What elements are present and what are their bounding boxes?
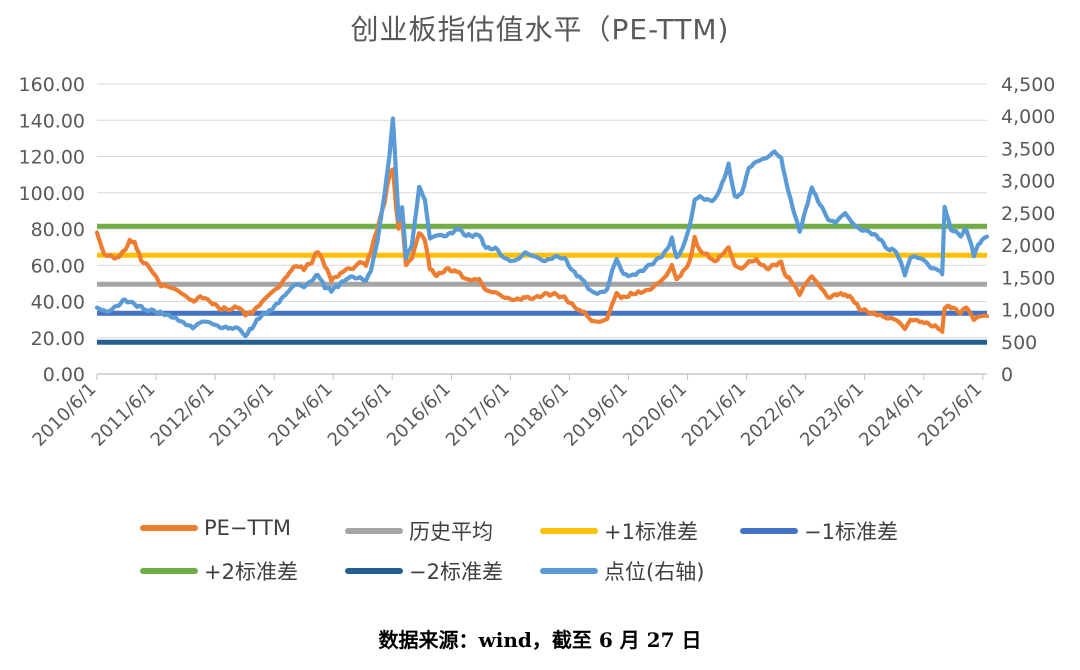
x-tick-label: 2011/6/1 [88,379,160,451]
series-index-line [94,116,990,339]
x-tick-label: 2016/6/1 [383,379,455,451]
x-tick-label: 2013/6/1 [206,379,278,451]
y-left-tick-label: 20.00 [31,328,85,350]
legend-swatch [540,528,598,534]
legend-label: +1标准差 [604,520,698,544]
legend-label: −1标准差 [804,520,898,544]
y-left-tick-label: 80.00 [31,219,85,241]
legend-item: 历史平均 [345,516,493,546]
legend-item: 点位(右轴) [540,556,704,586]
legend-item: −2标准差 [345,556,503,586]
y-right-tick-label: 1,000 [1001,300,1055,322]
y-right-tick-label: 4,500 [1001,74,1055,96]
x-tick-label: 2025/6/1 [914,379,986,451]
legend-swatch [345,568,403,574]
y-right-tick-label: 1,500 [1001,267,1055,289]
x-tick-label: 2014/6/1 [265,379,337,451]
y-right-tick-label: 500 [1001,332,1037,354]
y-right-tick-label: 4,000 [1001,106,1055,128]
x-tick-label: 2015/6/1 [324,379,396,451]
y-right-tick-label: 2,500 [1001,203,1055,225]
legend-label: 历史平均 [409,520,493,544]
x-tick-label: 2022/6/1 [737,379,809,451]
x-tick-label: 2010/6/1 [29,379,101,451]
legend-swatch [140,568,198,574]
series-lines [94,116,990,345]
x-tick-label: 2012/6/1 [147,379,219,451]
x-tick-label: 2020/6/1 [619,379,691,451]
x-tick-label: 2023/6/1 [796,379,868,451]
y-right-tick-label: 3,000 [1001,171,1055,193]
legend-item: PE−TTM [140,516,291,540]
legend-item: +2标准差 [140,556,298,586]
legend-label: PE−TTM [204,516,291,540]
legend-swatch [540,568,598,574]
legend-label: 点位(右轴) [604,560,705,584]
legend-swatch [140,525,198,531]
x-tick-label: 2018/6/1 [501,379,573,451]
series-pe-ttm-line [94,167,990,334]
y-left-tick-label: 40.00 [31,292,85,314]
y-left-tick-label: 60.00 [31,255,85,277]
y-right-tick-label: 3,500 [1001,138,1055,160]
legend-swatch [740,528,798,534]
legend-swatch [345,528,403,534]
legend-item: +1标准差 [540,516,698,546]
x-tick-label: 2021/6/1 [678,379,750,451]
x-tick-label: 2017/6/1 [442,379,514,451]
legend-label: +2标准差 [204,560,298,584]
y-left-tick-label: 0.00 [43,364,85,386]
chart-title: 创业板指估值水平（PE-TTM) [350,13,730,46]
x-tick-label: 2019/6/1 [560,379,632,451]
source-note: 数据来源：wind，截至 6 月 27 日 [378,628,702,652]
y-right-tick-label: 2,000 [1001,235,1055,257]
y-left-tick-label: 140.00 [19,110,85,132]
legend-label: −2标准差 [409,560,503,584]
y-left-tick-label: 100.00 [19,183,85,205]
x-tick-label: 2024/6/1 [855,379,927,451]
legend-item: −1标准差 [740,516,898,546]
y-left-tick-label: 160.00 [19,74,85,96]
gridlines [97,83,987,375]
y-left-tick-label: 120.00 [19,147,85,169]
y-right-tick-label: 0 [1001,364,1013,386]
